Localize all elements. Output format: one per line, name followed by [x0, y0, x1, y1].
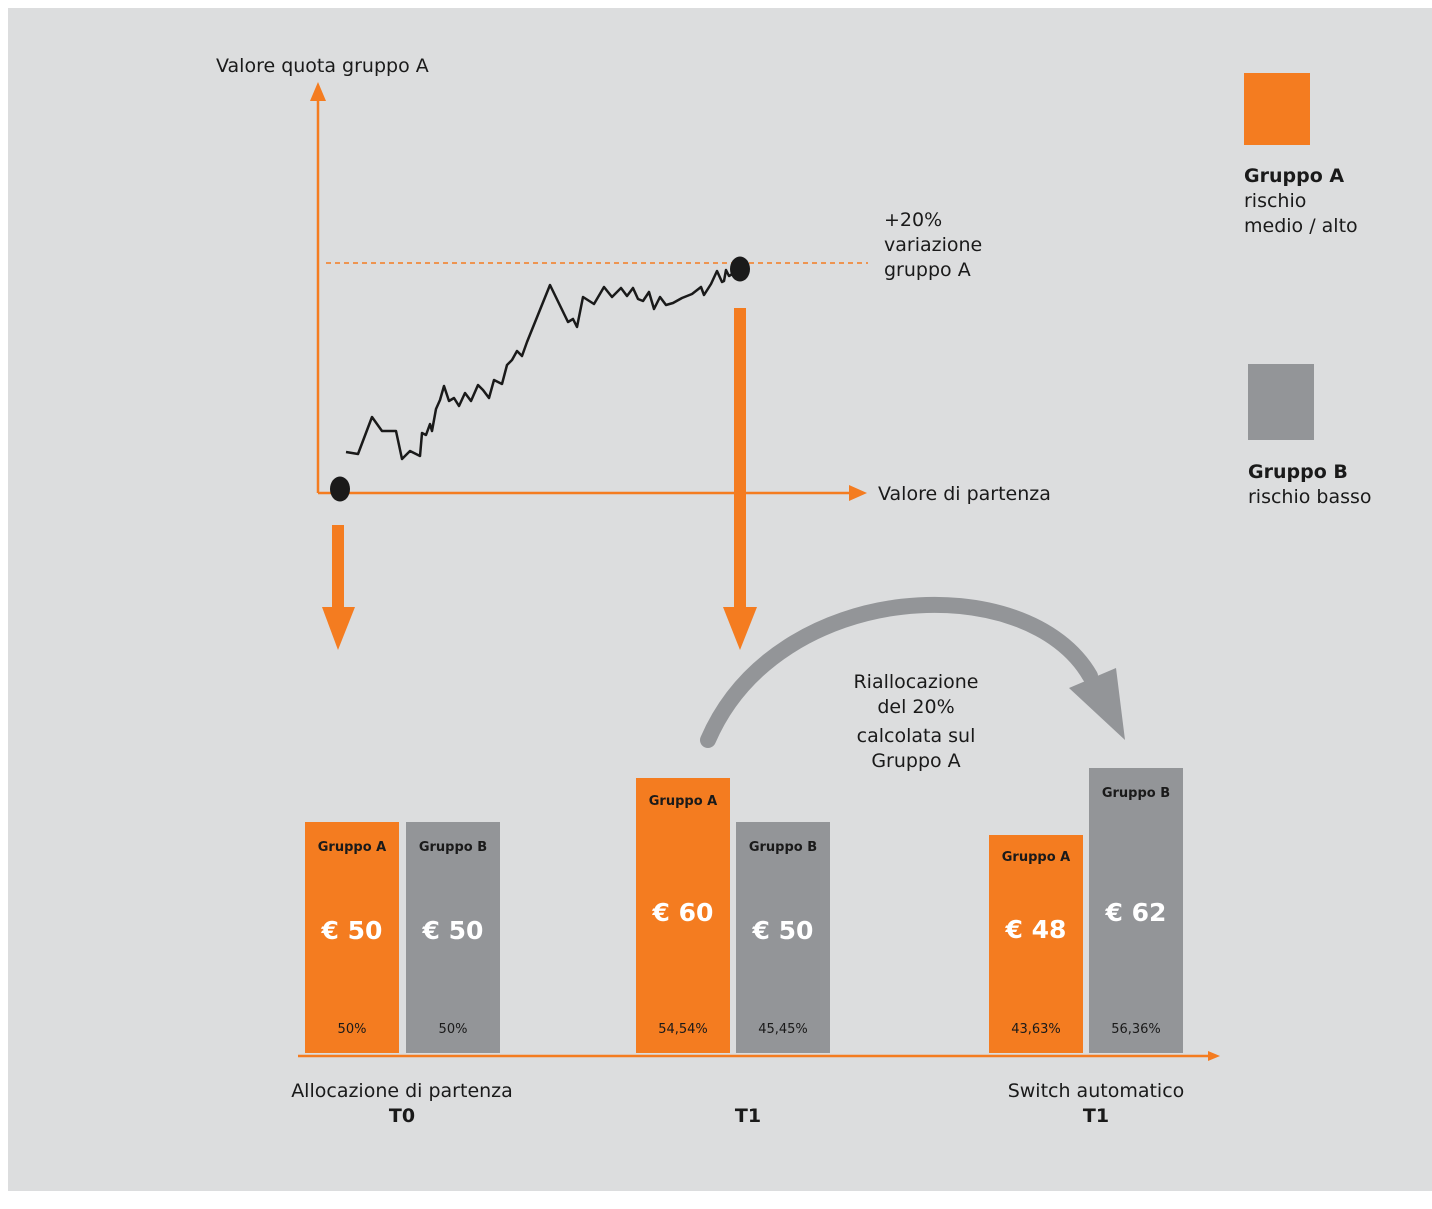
reallocation-line1: Riallocazione — [853, 671, 979, 693]
group-t0-time: T0 — [388, 1105, 416, 1127]
threshold-label-line3: gruppo A — [884, 259, 971, 281]
bar-percent: 50% — [438, 1022, 468, 1037]
bar-name: Gruppo A — [648, 794, 718, 809]
y-axis-label: Valore quota gruppo A — [216, 55, 429, 77]
reallocation-line4: Gruppo A — [871, 750, 961, 772]
legend-a-line2: medio / alto — [1244, 215, 1358, 237]
start-point-dot — [330, 476, 350, 502]
x-axis-label: Valore di partenza — [878, 483, 1051, 505]
legend-a-line1: rischio — [1244, 190, 1307, 212]
group-t1-time: T1 — [734, 1105, 762, 1127]
down-arrow-left-shaft — [332, 525, 344, 610]
reallocation-line3: calcolata sul — [856, 725, 976, 747]
bar-name: Gruppo B — [418, 840, 488, 855]
bar-name: Gruppo B — [1101, 786, 1171, 801]
bar-t0-gruppo-a: Gruppo A € 50 50% — [305, 822, 399, 1053]
bar-name: Gruppo B — [748, 840, 818, 855]
legend-swatch-b — [1248, 364, 1314, 440]
diagram-canvas: Valore quota gruppo A Valore di partenza… — [8, 8, 1432, 1191]
bar-value: € 62 — [1105, 898, 1167, 927]
bar-percent: 56,36% — [1111, 1022, 1161, 1037]
bar-name: Gruppo A — [317, 840, 387, 855]
legend-b-title: Gruppo B — [1248, 461, 1348, 483]
bar-percent: 45,45% — [758, 1022, 808, 1037]
timeline-arrowhead — [1208, 1051, 1220, 1061]
down-arrow-right-head — [723, 607, 757, 650]
bar-value: € 60 — [652, 898, 714, 927]
bar-value: € 50 — [321, 916, 383, 945]
reallocation-line2: del 20% — [877, 696, 955, 718]
bar-t0-gruppo-b: Gruppo B € 50 50% — [406, 822, 500, 1053]
y-axis-arrowhead — [310, 82, 326, 101]
bar-value: € 50 — [422, 916, 484, 945]
bar-percent: 54,54% — [658, 1022, 708, 1037]
threshold-label-line1: +20% — [884, 209, 943, 231]
group-switch-caption: Switch automatico — [1007, 1080, 1185, 1102]
bar-value: € 48 — [1005, 915, 1067, 944]
group-switch-time: T1 — [1082, 1105, 1110, 1127]
bar-percent: 43,63% — [1011, 1022, 1061, 1037]
threshold-label-line2: variazione — [884, 234, 983, 256]
group-t0-caption: Allocazione di partenza — [291, 1080, 513, 1102]
bar-name: Gruppo A — [1001, 850, 1071, 865]
bar-percent: 50% — [337, 1022, 367, 1037]
bar-switch-gruppo-a: Gruppo A € 48 43,63% — [989, 835, 1083, 1053]
price-line — [345, 268, 735, 461]
legend-b-line1: rischio basso — [1248, 486, 1372, 508]
x-axis-arrowhead — [849, 485, 867, 501]
reallocation-curve — [700, 596, 1098, 748]
legend-swatch-a — [1244, 73, 1310, 145]
legend-a-title: Gruppo A — [1244, 165, 1345, 187]
bar-value: € 50 — [752, 916, 814, 945]
end-point-dot — [730, 256, 750, 282]
down-arrow-left-head — [322, 607, 355, 650]
bar-switch-gruppo-b: Gruppo B € 62 56,36% — [1089, 768, 1183, 1053]
down-arrow-right-shaft — [734, 308, 746, 611]
bar-t1-gruppo-b: Gruppo B € 50 45,45% — [736, 822, 830, 1053]
bar-t1-gruppo-a: Gruppo A € 60 54,54% — [636, 778, 730, 1053]
diagram-graphics — [298, 82, 1220, 1061]
reallocation-arrowhead — [1069, 668, 1125, 740]
